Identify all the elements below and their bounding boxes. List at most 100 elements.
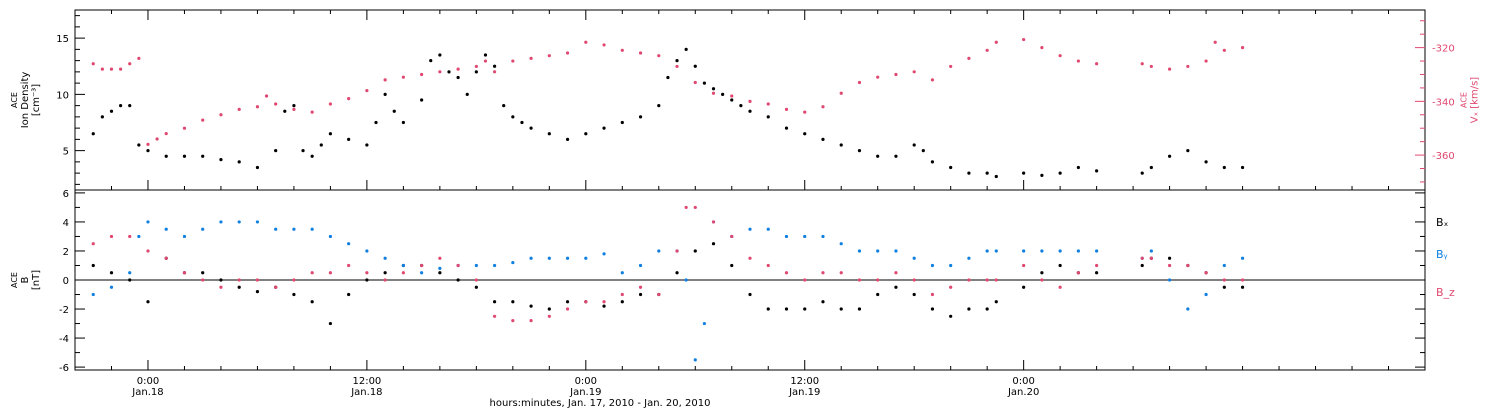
by-point <box>766 227 770 231</box>
vx-point <box>420 72 424 77</box>
density-point <box>730 98 734 102</box>
bz-point <box>638 285 643 289</box>
density-point <box>565 137 570 141</box>
bz-point <box>693 205 697 210</box>
density-point <box>310 154 314 158</box>
density-point <box>301 149 305 153</box>
vx-point <box>182 126 187 130</box>
bz-point <box>821 271 825 275</box>
bz-point <box>456 263 460 268</box>
bz-point <box>237 278 241 282</box>
bx-point <box>1040 271 1044 275</box>
density-point <box>876 154 880 158</box>
vx-point <box>483 59 488 63</box>
by-point <box>930 263 935 268</box>
vx-point <box>1204 59 1208 63</box>
by-point <box>328 234 333 239</box>
bz-point <box>274 285 278 289</box>
bz-point <box>511 319 515 323</box>
density-point <box>912 143 916 147</box>
bx-point <box>1222 285 1226 289</box>
bz-point <box>894 271 898 275</box>
density-point <box>921 149 925 153</box>
density-point <box>182 154 187 158</box>
density-point <box>702 81 706 85</box>
vx-point <box>365 88 369 93</box>
by-point <box>1240 256 1245 260</box>
vx-point <box>164 131 168 136</box>
bz-point <box>310 271 314 275</box>
by-point <box>438 266 442 270</box>
bz-point <box>91 242 95 246</box>
bz-point <box>383 278 387 282</box>
vx-point <box>1076 59 1080 63</box>
y-axis-title-density-line: [cm⁻³] <box>31 84 42 116</box>
bz-point <box>684 205 688 210</box>
density-point <box>803 132 807 136</box>
by-point <box>702 321 706 326</box>
density-point <box>1140 171 1144 175</box>
bz-point <box>109 234 114 239</box>
bz-point <box>401 271 405 275</box>
bx-point <box>547 307 551 311</box>
vx-point <box>967 56 971 60</box>
vx-point <box>128 62 132 66</box>
vx-point <box>401 75 405 79</box>
bz-point <box>182 271 187 275</box>
density-point <box>857 149 862 153</box>
bz-point <box>438 256 442 260</box>
bz-point <box>876 278 880 282</box>
bz-point <box>328 271 333 275</box>
bx-point <box>711 242 716 246</box>
vx-point <box>310 110 314 114</box>
by-point <box>547 256 551 260</box>
density-point <box>994 174 998 179</box>
by-point <box>137 234 141 239</box>
bz-point <box>657 292 661 297</box>
by-point <box>310 227 314 231</box>
vx-point <box>876 75 880 79</box>
density-point <box>438 53 442 57</box>
density-point <box>821 137 825 141</box>
x-tick-label-time: 12:00 <box>352 376 381 387</box>
bx-point <box>383 271 387 275</box>
bz-point <box>967 278 971 282</box>
vx-point <box>1149 64 1153 69</box>
density-point <box>164 154 168 158</box>
vx-point <box>693 80 697 85</box>
bx-point <box>930 307 935 311</box>
bx-point <box>219 278 223 282</box>
bx-point <box>1140 263 1144 268</box>
by-point <box>1204 292 1208 297</box>
vx-point <box>1222 48 1226 52</box>
bz-point <box>492 314 497 318</box>
density-point <box>1076 165 1080 170</box>
vx-point <box>1140 62 1144 66</box>
by-point <box>401 263 405 268</box>
density-point <box>666 75 670 80</box>
bz-point <box>1186 263 1190 268</box>
vx-point <box>839 91 843 95</box>
density-point <box>1040 173 1044 177</box>
by-point <box>693 358 697 362</box>
bx-point <box>201 271 205 275</box>
by-point <box>584 256 588 260</box>
by-point <box>1095 249 1099 253</box>
bz-point <box>620 292 624 297</box>
bz-point <box>1076 271 1080 275</box>
bx-point <box>109 271 114 275</box>
bx-point <box>949 314 953 318</box>
density-point <box>1149 165 1153 170</box>
by-point <box>803 234 807 239</box>
vx-point <box>219 113 223 117</box>
by-point <box>1222 263 1226 268</box>
vx-point <box>474 64 478 69</box>
density-point <box>1022 171 1026 175</box>
bx-point <box>994 300 998 304</box>
y-axis-title-density: ACE Ion Density [cm⁻³] <box>10 72 42 129</box>
bx-point <box>1167 256 1172 260</box>
vx-point <box>109 67 114 71</box>
bx-point <box>310 300 314 304</box>
density-point <box>949 165 953 170</box>
density-point <box>739 104 743 108</box>
